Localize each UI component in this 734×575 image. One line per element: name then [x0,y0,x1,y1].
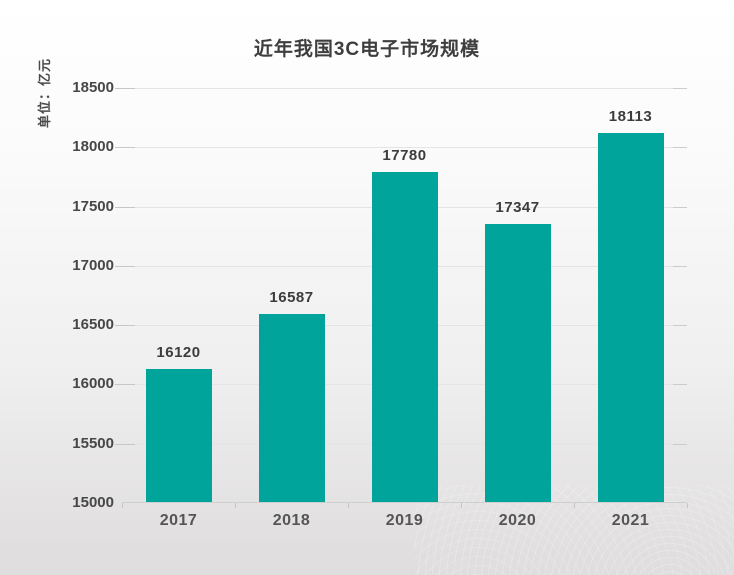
bar-value-label-2018: 16587 [269,288,314,306]
y-tick-label-15500: 15500 [72,434,114,452]
y-tick-mark-left [115,325,135,327]
y-tick-mark-right [673,265,687,267]
y-tick-label-17000: 17000 [72,256,114,274]
x-category-label-2019: 2019 [385,512,424,529]
y-tick-mark-right [673,88,687,89]
x-axis-tick-mark [461,503,462,508]
bar-2019 [371,172,438,502]
bar-value-label-2021: 18113 [608,107,653,125]
bar-value-label-2019: 17780 [382,147,427,165]
bar-2018 [258,313,325,502]
y-tick-mark-left [115,206,135,208]
y-tick-mark-left [115,265,135,267]
y-tick-label-18000: 18000 [72,138,114,156]
bar-2020 [484,223,551,502]
x-category-label-2020: 2020 [498,512,537,529]
x-axis-line [122,502,687,503]
bar-2021 [597,132,664,502]
x-axis-tick-mark [348,503,349,508]
chart-title: 近年我国3C电子市场规模 [253,39,481,60]
x-category-label-2018: 2018 [272,512,311,529]
bar-2017 [145,369,212,502]
x-axis-tick-mark [235,503,236,508]
gridline-18000 [115,147,687,149]
x-category-label-2017: 2017 [159,512,198,529]
y-tick-mark-right [673,206,687,208]
x-axis-tick-mark [574,503,575,508]
y-tick-mark-right [673,443,687,445]
y-tick-label-15000: 15000 [72,494,114,511]
y-tick-label-18500: 18500 [72,79,114,96]
bar-value-label-2020: 17347 [495,198,540,216]
x-category-label-2021: 2021 [611,512,650,529]
y-tick-label-16500: 16500 [72,316,114,334]
y-tick-mark-left [115,147,135,149]
y-tick-mark-left [115,443,135,445]
gridline-18500 [115,88,687,89]
y-tick-mark-left [115,88,135,89]
plot-area [115,88,688,508]
y-axis-unit-label: 单位：亿元 [37,57,52,128]
y-tick-mark-right [673,325,687,327]
y-tick-label-17500: 17500 [72,197,114,215]
bar-value-label-2017: 16120 [156,344,201,362]
y-tick-mark-left [115,384,135,386]
x-axis-tick-mark [687,503,688,508]
y-tick-label-16000: 16000 [72,375,114,393]
x-axis-tick-mark [122,503,123,508]
y-tick-mark-right [673,147,687,149]
y-tick-mark-right [673,384,687,386]
